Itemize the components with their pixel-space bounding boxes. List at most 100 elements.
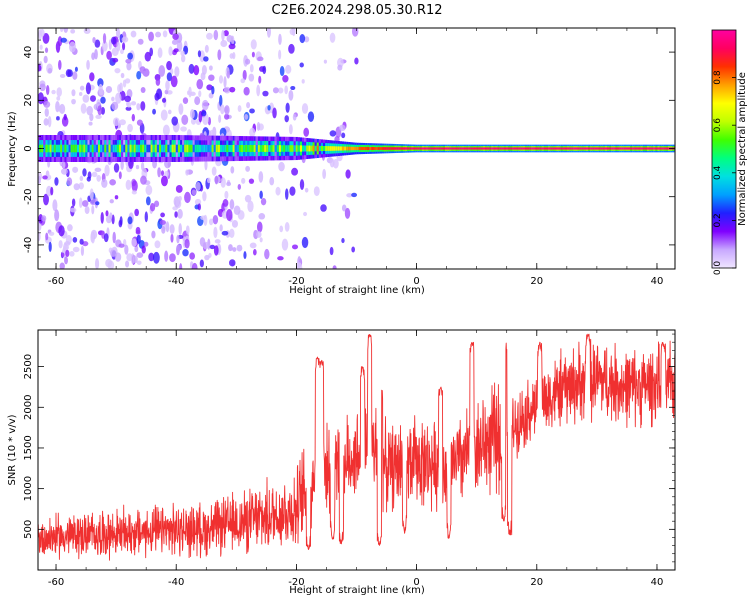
spectrogram-noise-cell — [332, 158, 339, 169]
spectrogram-ridge-core — [165, 144, 168, 153]
spectrogram-noise-cell — [289, 186, 296, 196]
spectrogram-noise-cell — [136, 234, 141, 244]
spectrogram-ridge-core — [106, 144, 109, 153]
spectrogram-noise-cell — [73, 183, 80, 191]
spectrogram-ridge-core — [434, 147, 437, 150]
spectrogram-noise-cell — [249, 108, 255, 114]
spectrogram-noise-cell — [230, 166, 235, 174]
spectrogram-noise-cell — [106, 50, 112, 60]
spectrogram-noise-cell — [94, 167, 102, 172]
spectrogram-ridge-core — [291, 145, 294, 152]
spectrogram-ridge-core — [312, 145, 315, 152]
spectrogram-ridge-core — [567, 147, 570, 150]
spectrogram-noise-cell — [118, 171, 122, 180]
spectrogram-ridge-core — [590, 147, 593, 150]
spectrogram-noise-cell — [114, 67, 121, 74]
spectrogram-noise-cell — [301, 236, 309, 249]
spectrogram-noise-cell — [65, 69, 72, 78]
spectrogram-noise-cell — [104, 164, 110, 177]
colorbar: 0.0 0.2 0.4 0.6 0.8 Normalized spectral ampl… — [711, 29, 748, 275]
spectrogram-noise-cell — [291, 28, 296, 37]
spectrogram-noise-cell — [136, 119, 143, 126]
spectrogram-ridge-core — [398, 147, 401, 150]
spectrogram-noise-cell — [304, 36, 310, 43]
spectrogram-panel: -60 -40 -20 0 20 40 40 20 0 -20 -40 Height of str… — [7, 27, 676, 296]
spectrogram-noise-cell — [180, 54, 186, 63]
spectrogram-ridge-core — [222, 144, 225, 153]
spectrogram-noise-cell — [285, 188, 289, 200]
spectrogram-noise-cell — [64, 241, 71, 246]
spectrogram-ridge-core — [552, 147, 555, 150]
spectrogram-ridge-core — [131, 144, 134, 153]
spectrogram-ridge-core — [503, 147, 507, 150]
spectrogram-noise-cell — [42, 32, 50, 44]
spectrogram-noise-cell — [136, 103, 141, 111]
spectrogram-ridge-core — [487, 147, 490, 150]
spectrogram-ridge-core — [482, 147, 486, 150]
spectrogram-ridge-core — [554, 147, 557, 150]
spectrogram-noise-cell — [284, 222, 290, 232]
spectrogram-ridge-core — [95, 144, 99, 153]
spectrogram-noise-cell — [168, 46, 173, 56]
spectrogram-noise-cell — [307, 111, 315, 122]
spectrogram-noise-cell — [212, 214, 219, 225]
spectrogram-noise-cell — [59, 73, 66, 78]
colorbar-ticks: 0.0 0.2 0.4 0.6 0.8 — [713, 70, 736, 275]
spectrogram-noise-cell — [82, 241, 89, 247]
spectrogram-noise-cell — [155, 77, 161, 86]
spectrogram-noise-cell — [160, 175, 168, 187]
spectrogram-noise-cell — [339, 124, 346, 132]
spectrogram-noise-cell — [140, 161, 145, 171]
spectrogram-ridge-core — [327, 146, 330, 151]
spectrogram-noise-cell — [199, 259, 204, 268]
spectrogram-noise-cell — [290, 85, 296, 91]
spectrogram-noise-cell — [79, 175, 84, 182]
spectrogram-noise-cell — [90, 95, 96, 102]
spectrogram-noise-cell — [180, 126, 187, 132]
spectrogram-noise-cell — [39, 44, 43, 50]
snr-x-ticks: -60 -40 -20 0 20 40 — [48, 330, 663, 588]
spectrogram-noise-cell — [122, 42, 126, 51]
spectrogram-noise-cell — [341, 204, 347, 212]
spectrogram-ridge-core — [264, 145, 267, 152]
spectrogram-noise-cell — [72, 71, 78, 80]
spectrogram-noise-cell — [206, 84, 213, 91]
spectrogram-noise-cell — [231, 219, 239, 228]
spectrogram-ridge-core — [257, 145, 261, 152]
spectrogram-ridge-core — [518, 147, 521, 150]
spectrogram-ridge-core — [173, 144, 176, 153]
spectrogram-noise-cell — [245, 58, 251, 65]
spectrogram-noise-cell — [149, 202, 156, 212]
spectrogram-ridge-core — [125, 144, 128, 153]
spectrogram-noise-cell — [131, 238, 137, 247]
spectrogram-noise-cell — [219, 224, 223, 232]
spectrogram-noise-cell — [257, 56, 264, 62]
spectrogram-ridge-core — [148, 144, 151, 153]
spectrogram-noise-cell — [82, 168, 87, 177]
spectrogram-ridge-core — [649, 147, 652, 150]
spectrogram-noise-cell — [344, 207, 351, 219]
spectrogram-noise-cell — [110, 249, 117, 257]
spectrogram-noise-cell — [115, 92, 122, 104]
spectrogram-noise-cell — [46, 185, 53, 197]
spectrogram-ridge-core — [171, 144, 174, 153]
spectrogram-noise-cell — [100, 211, 104, 224]
spectrogram-noise-cell — [260, 197, 267, 206]
spectrogram-noise-cell — [224, 105, 230, 115]
spectrogram-noise-cell — [332, 265, 337, 269]
spectrogram-noise-cell — [201, 110, 207, 117]
spectrogram-ridge-core — [344, 146, 347, 151]
spectrogram-ridge-core — [129, 144, 132, 153]
spectrogram-noise-cell — [99, 89, 104, 96]
spectrogram-ridge-core — [154, 144, 157, 153]
spectrogram-noise-cell — [124, 244, 129, 255]
spectrogram-noise-cell — [196, 78, 204, 90]
spectrogram-ridge-core — [533, 147, 536, 150]
spectrogram-ridge-core — [232, 144, 235, 153]
spectrogram-ridge-core — [72, 144, 75, 153]
spectrogram-noise-cell — [66, 177, 73, 186]
spectrogram-ridge-core — [135, 144, 139, 153]
spectrogram-ridge-core — [350, 146, 353, 151]
spectrogram-ridge-core — [238, 144, 242, 153]
spectrogram-ridge-core — [346, 146, 349, 151]
